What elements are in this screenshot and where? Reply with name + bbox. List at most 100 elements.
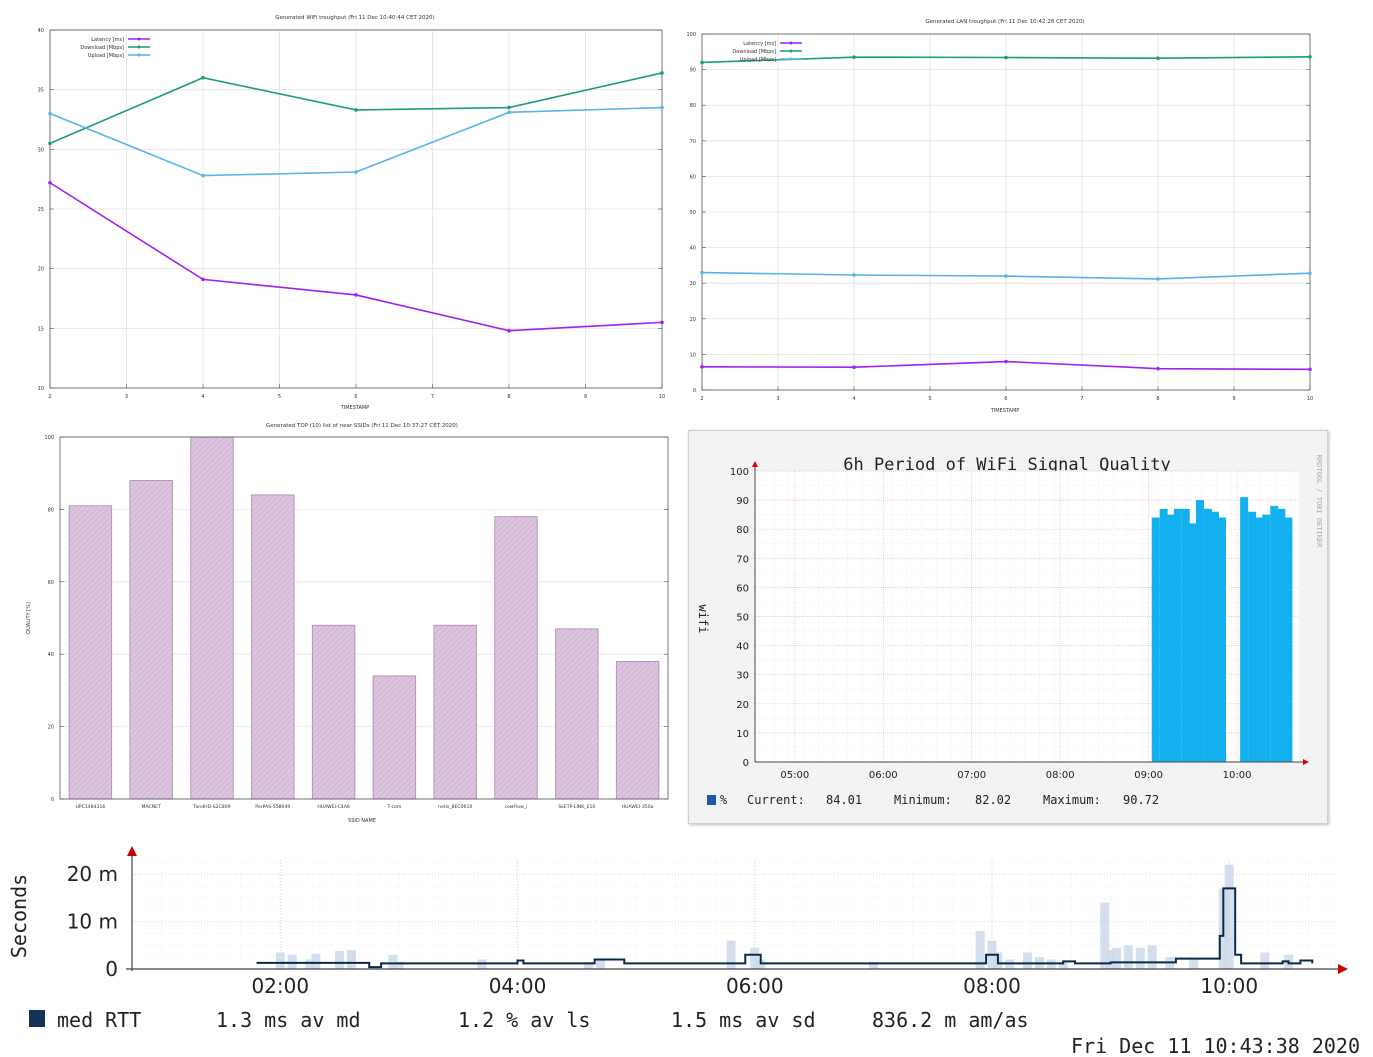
x-tick-label: 08:00 — [963, 974, 1021, 998]
smoke-bar — [275, 952, 285, 969]
smoke-bar — [1106, 950, 1116, 969]
smoke-bar — [311, 953, 321, 969]
bar — [68, 505, 113, 800]
y-tick-label: 20 — [38, 267, 44, 273]
bar — [494, 516, 538, 800]
x-tick-label: 10 — [659, 394, 665, 400]
x-tick-label: 10:00 — [1223, 770, 1252, 781]
ssid-quality-chart: Generated TOP (10) list of near SSIDs (F… — [26, 423, 669, 824]
y-tick-label: 90 — [690, 68, 696, 74]
y-tick-label: 10 — [690, 352, 696, 358]
x-tick-label: 10 — [1307, 396, 1313, 402]
wifi-chart-title: Generated WiFi troughput (Fri 11 Dec 10:… — [275, 15, 434, 21]
y-tick-label: 80 — [48, 507, 54, 513]
signal-minimum-label: Minimum: — [894, 793, 952, 807]
y-tick-label: 40 — [690, 246, 696, 252]
data-point — [507, 105, 511, 110]
x-tick-label: 5 — [928, 396, 931, 402]
data-point — [48, 180, 52, 185]
ssid-y-axis-label: QUALITY [%] — [26, 602, 32, 634]
data-point — [201, 173, 205, 178]
legend-marker — [137, 37, 141, 41]
bar — [1277, 508, 1286, 762]
y-tick-label: 20 — [736, 700, 749, 711]
legend-marker — [789, 41, 793, 45]
y-tick-label: 40 — [48, 652, 54, 658]
data-point — [507, 110, 511, 115]
y-tick-label: 100 — [730, 467, 749, 478]
lan-chart-title: Generated LAN troughput (Fri 11 Dec 10:4… — [925, 19, 1084, 25]
data-point — [1308, 367, 1312, 372]
signal-quality-chart: 6h Period of WiFi Signal Quality wifi RR… — [696, 455, 1323, 807]
signal-minimum-value: 82.02 — [975, 793, 1011, 807]
plot-frame — [59, 436, 669, 800]
y-tick-label: 30 — [690, 281, 696, 287]
y-tick-label: 70 — [736, 554, 749, 565]
x-tick-label: 8 — [1156, 396, 1159, 402]
bar — [1173, 508, 1182, 762]
bar — [615, 661, 660, 800]
smoke-bar — [1189, 959, 1199, 969]
data-point — [660, 105, 664, 110]
x-tick-label: 4 — [852, 396, 855, 402]
data-point — [1156, 366, 1160, 371]
data-point — [700, 270, 704, 275]
bar — [372, 675, 417, 800]
smoke-bar — [388, 954, 398, 969]
signal-maximum-label: Maximum: — [1043, 793, 1101, 807]
y-tick-label: 25 — [38, 207, 44, 213]
rtt-line — [256, 887, 1314, 969]
smoke-bar — [1058, 961, 1068, 969]
rtt-legend-swatch — [29, 1010, 45, 1027]
x-tick-label: 08:00 — [1046, 770, 1075, 781]
bar — [1270, 505, 1279, 762]
x-tick-label: T-com — [386, 804, 401, 810]
smoke-bar — [1147, 945, 1157, 969]
y-tick-label: 0 — [105, 957, 118, 981]
data-point — [354, 293, 358, 297]
data-point — [354, 108, 358, 112]
x-tick-label: 3 — [776, 396, 779, 402]
y-tick-label: 60 — [736, 583, 749, 594]
data-point — [700, 60, 704, 65]
legend-label: Download [Mbps] — [732, 49, 776, 55]
data-point — [48, 111, 52, 116]
x-tick-label: 7 — [431, 394, 434, 400]
x-axis-arrow — [1303, 759, 1309, 765]
y-tick-label: 20 — [48, 725, 54, 731]
bar — [1203, 508, 1212, 762]
data-point — [1004, 359, 1008, 364]
smoke-bar — [584, 961, 594, 969]
bar — [1195, 500, 1204, 762]
data-point — [48, 141, 52, 146]
smoke-bar — [305, 959, 315, 969]
x-tick-label: 9 — [1232, 396, 1235, 402]
bar — [1159, 508, 1168, 762]
smoke-bar — [1023, 952, 1033, 969]
y-axis-arrow — [752, 461, 758, 467]
bar — [1210, 511, 1219, 762]
y-tick-label: 20 m — [67, 862, 118, 886]
x-tick-label: 07:00 — [957, 770, 986, 781]
x-tick-label: 4 — [201, 394, 204, 400]
smoke-bar — [346, 950, 356, 969]
y-tick-label: 80 — [690, 103, 696, 109]
y-tick-label: 50 — [736, 613, 749, 624]
data-point — [354, 170, 358, 174]
data-point — [201, 277, 205, 282]
x-axis-arrow — [1338, 964, 1348, 974]
x-tick-label: 10:00 — [1200, 974, 1258, 998]
x-tick-label: 7 — [1080, 396, 1083, 402]
y-tick-label: 40 — [38, 28, 44, 34]
y-tick-label: 10 — [736, 729, 749, 740]
data-point — [1308, 271, 1312, 276]
data-point — [1156, 277, 1160, 281]
signal-side-text: RRDTOOL / TOBI OETIKER — [1315, 455, 1323, 549]
y-axis-arrow — [127, 846, 137, 856]
rtt-am-as: 836.2 m am/as — [872, 1008, 1029, 1032]
x-tick-label: 09:00 — [1134, 770, 1163, 781]
signal-legend-swatch — [707, 795, 716, 805]
data-point — [852, 55, 856, 59]
data-point — [852, 365, 856, 370]
x-tick-label: HUAWEI-C4A8 — [317, 804, 349, 810]
